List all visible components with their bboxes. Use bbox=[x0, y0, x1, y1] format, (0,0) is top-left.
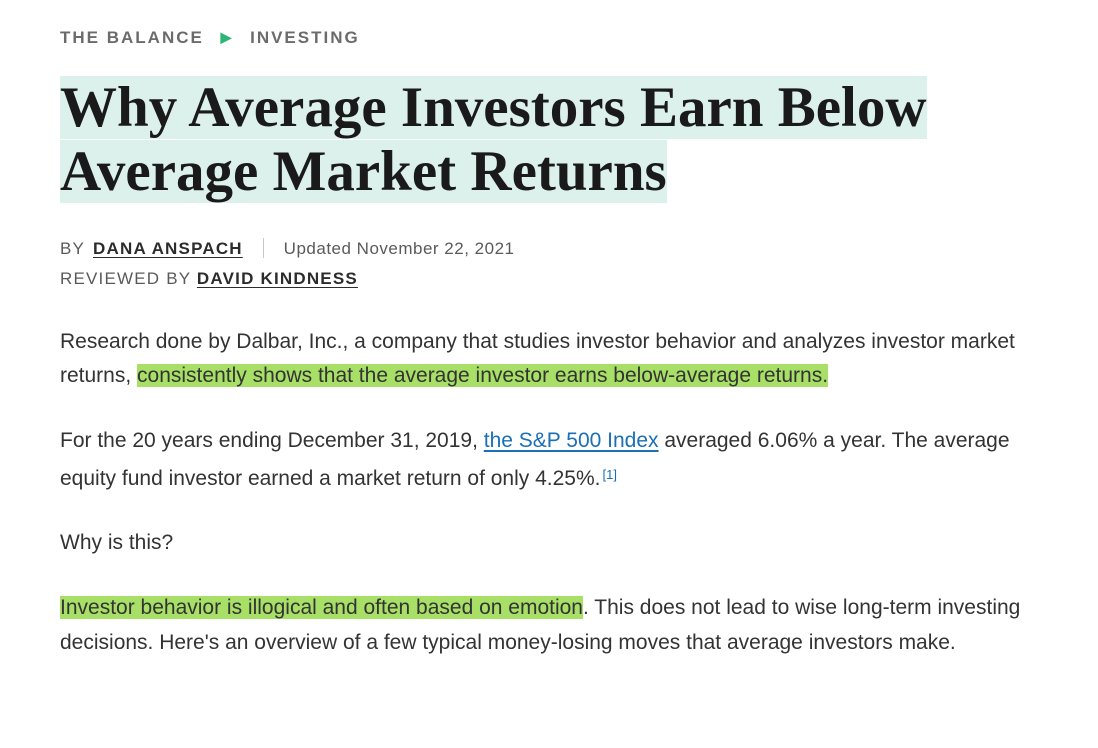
byline-separator bbox=[263, 238, 264, 258]
reference-1: [1] bbox=[602, 463, 616, 483]
byline: BY DANA ANSPACH Updated November 22, 202… bbox=[60, 238, 1038, 259]
p2-text-a: For the 20 years ending December 31, 201… bbox=[60, 429, 484, 452]
paragraph-3: Why is this? bbox=[60, 526, 1038, 561]
author-link[interactable]: DANA ANSPACH bbox=[93, 239, 243, 258]
paragraph-1: Research done by Dalbar, Inc., a company… bbox=[60, 325, 1038, 394]
sp500-link[interactable]: the S&P 500 Index bbox=[484, 429, 659, 452]
p1-highlight: consistently shows that the average inve… bbox=[137, 364, 828, 387]
page-title: Why Average Investors Earn Below Average… bbox=[60, 76, 1038, 204]
p4-highlight: Investor behavior is illogical and often… bbox=[60, 596, 583, 619]
paragraph-4: Investor behavior is illogical and often… bbox=[60, 591, 1038, 660]
updated-date: Updated November 22, 2021 bbox=[284, 239, 515, 258]
reviewed-by: REVIEWED BY DAVID KINDNESS bbox=[60, 269, 1038, 289]
breadcrumb: THE BALANCE ▶ INVESTING bbox=[60, 28, 1038, 48]
reviewer-link[interactable]: DAVID KINDNESS bbox=[197, 269, 358, 288]
paragraph-2: For the 20 years ending December 31, 201… bbox=[60, 424, 1038, 496]
by-label: BY bbox=[60, 239, 85, 258]
breadcrumb-arrow-icon: ▶ bbox=[221, 29, 234, 46]
page-title-text: Why Average Investors Earn Below Average… bbox=[60, 76, 927, 203]
breadcrumb-site[interactable]: THE BALANCE bbox=[60, 28, 204, 47]
reviewed-label: REVIEWED BY bbox=[60, 269, 191, 288]
reference-1-link[interactable]: [1] bbox=[602, 467, 616, 482]
breadcrumb-category[interactable]: INVESTING bbox=[250, 28, 360, 47]
